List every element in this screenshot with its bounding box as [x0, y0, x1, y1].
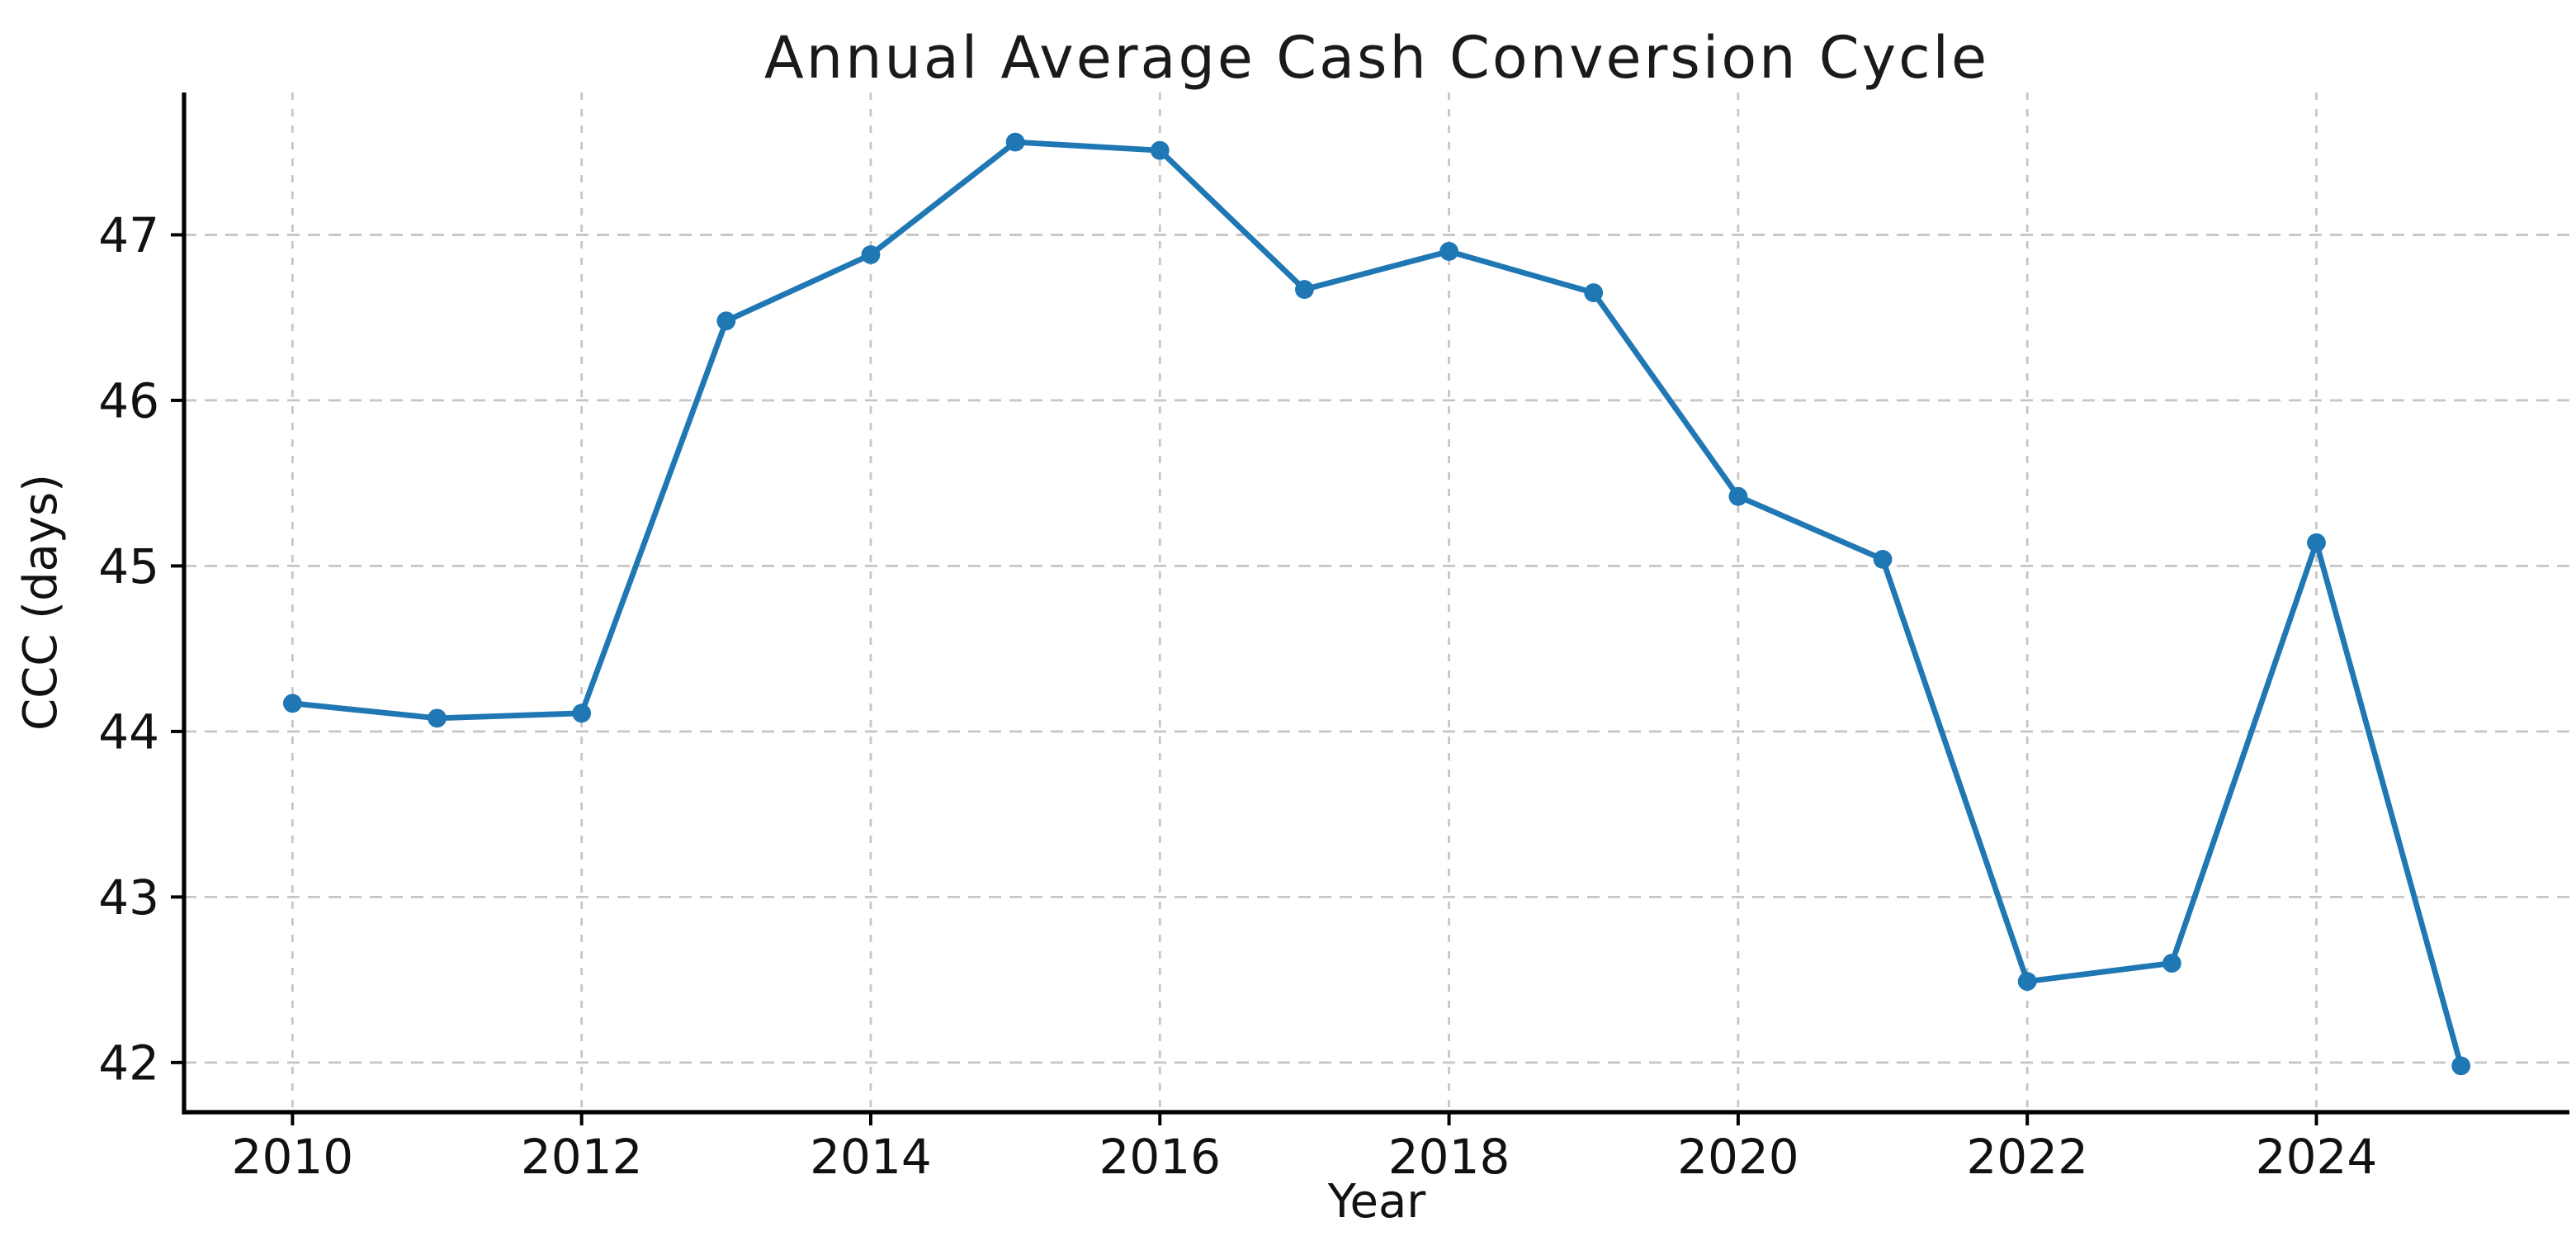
- data-point: [2162, 954, 2181, 973]
- axes: 42 43 44 45 46 47 2010 2012 2014 2016 2018 2020 2022…: [98, 92, 2569, 1185]
- data-point: [2451, 1056, 2471, 1076]
- data-point: [2307, 533, 2326, 552]
- data-point: [861, 245, 881, 264]
- y-tick-label: 42: [98, 1035, 159, 1091]
- x-axis-label: Year: [1327, 1175, 1427, 1229]
- x-tick-label: 2016: [1099, 1129, 1221, 1185]
- x-tick-label: 2010: [232, 1129, 354, 1185]
- line-series: [282, 132, 2471, 1076]
- gridlines: [184, 92, 2569, 1112]
- x-tick-label: 2022: [1966, 1129, 2088, 1185]
- data-point: [716, 311, 736, 331]
- y-tick-label: 44: [98, 703, 159, 760]
- data-point: [1295, 280, 1314, 299]
- x-tick-label: 2014: [810, 1129, 932, 1185]
- x-tick-label: 2020: [1677, 1129, 1799, 1185]
- data-point: [1005, 132, 1025, 152]
- data-point: [1584, 283, 1604, 302]
- ccc-series-path: [289, 139, 2465, 1069]
- y-tick-label: 43: [98, 869, 159, 926]
- y-tick-label: 46: [98, 373, 159, 429]
- data-point: [1873, 549, 1893, 569]
- y-tick-label: 47: [98, 207, 159, 263]
- data-point: [428, 708, 447, 728]
- data-point: [1150, 140, 1170, 160]
- data-point: [572, 703, 592, 723]
- data-point: [1728, 486, 1748, 506]
- chart-title: Annual Average Cash Conversion Cycle: [764, 24, 1989, 92]
- x-tick-label: 2012: [521, 1129, 643, 1185]
- y-axis-label: CCC (days): [14, 474, 68, 731]
- data-point: [282, 694, 302, 713]
- x-tick-label: 2024: [2256, 1129, 2378, 1185]
- y-tick-label: 45: [98, 538, 159, 594]
- data-point: [2017, 972, 2037, 992]
- data-point: [1439, 242, 1458, 261]
- x-tick-label: 2018: [1388, 1129, 1510, 1185]
